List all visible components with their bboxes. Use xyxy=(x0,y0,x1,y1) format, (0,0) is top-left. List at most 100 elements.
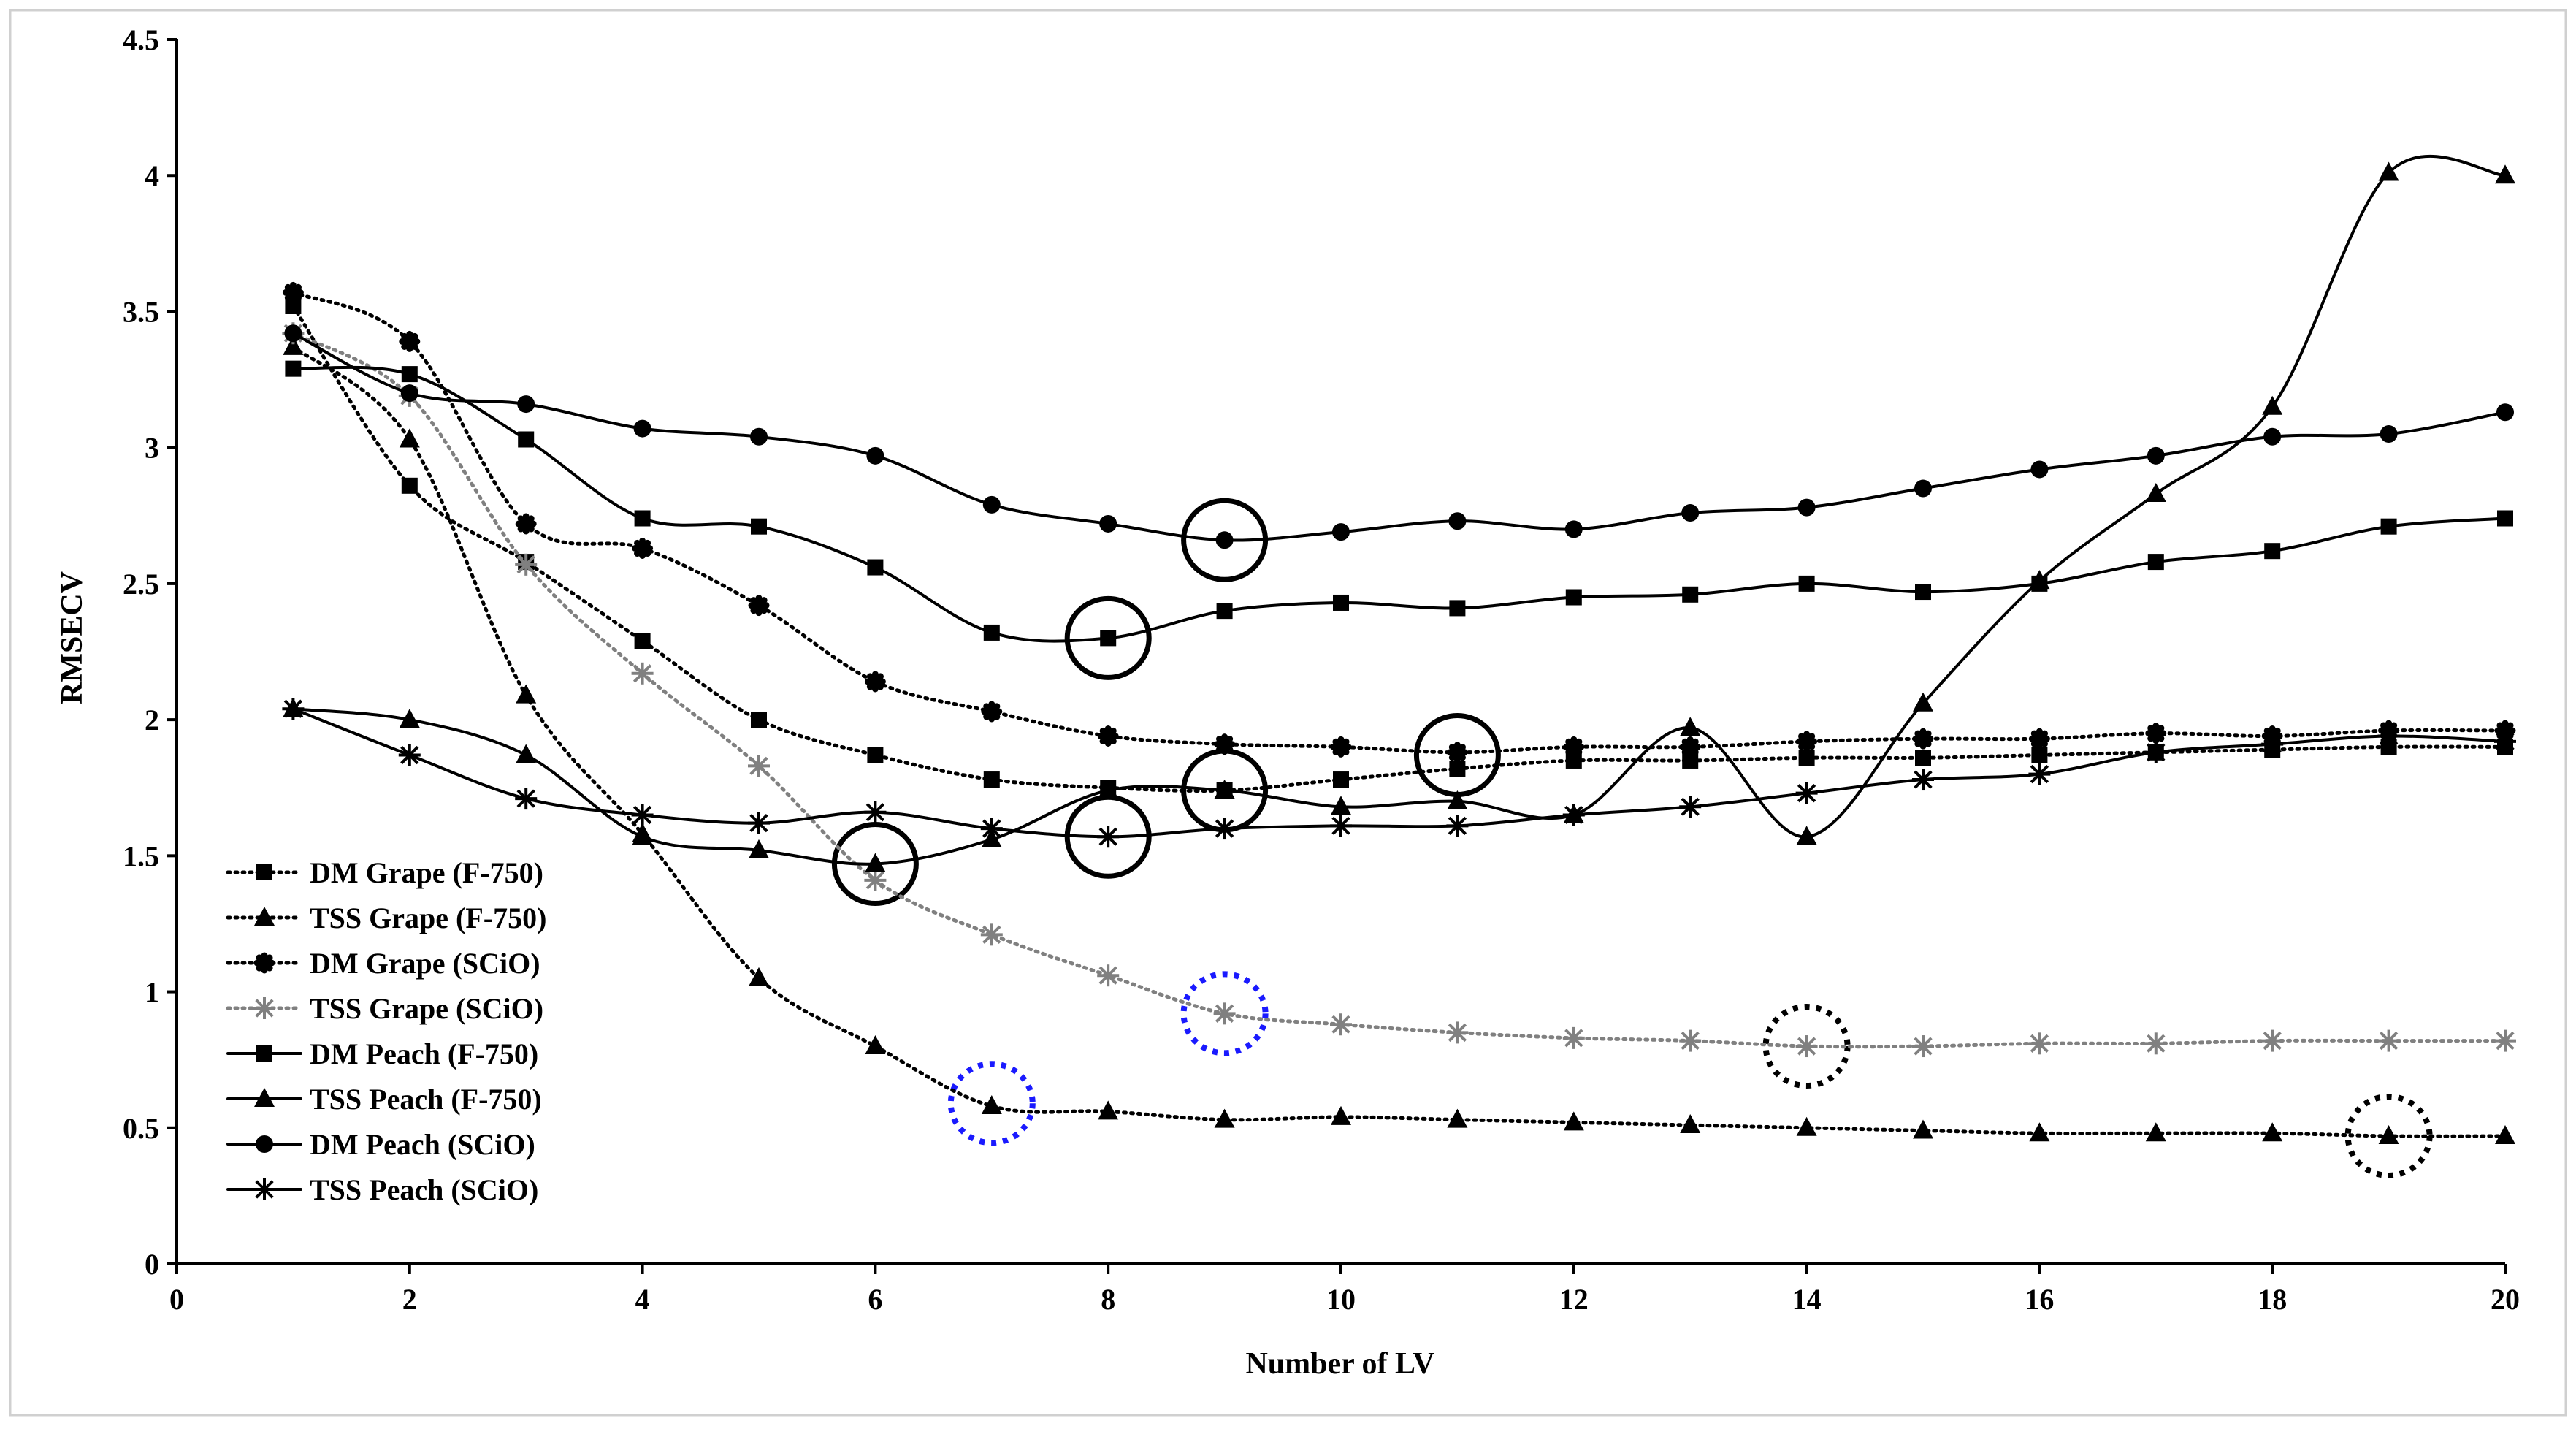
marker-shape xyxy=(261,952,268,959)
data-point xyxy=(1449,600,1466,617)
marker-shape xyxy=(401,343,408,350)
data-point xyxy=(285,360,302,377)
marker-shape xyxy=(1563,1111,1584,1131)
data-point xyxy=(1331,1105,1351,1125)
data-point xyxy=(1330,736,1352,758)
marker-shape xyxy=(2495,1124,2515,1144)
marker-shape xyxy=(516,744,537,763)
data-point xyxy=(1332,523,1350,541)
marker-shape xyxy=(1565,752,1582,769)
marker-shape xyxy=(1448,754,1456,761)
data-point xyxy=(748,595,770,617)
data-point xyxy=(1098,779,1119,799)
marker-shape xyxy=(517,515,524,522)
data-point xyxy=(1099,514,1117,533)
marker-shape xyxy=(2041,740,2048,747)
data-point xyxy=(2495,1124,2515,1144)
marker-shape xyxy=(1913,692,1933,712)
marker-shape xyxy=(981,1094,1002,1114)
marker-shape xyxy=(1337,736,1345,743)
marker-shape xyxy=(1681,1031,1700,1051)
marker-shape xyxy=(2036,742,2043,750)
marker-shape xyxy=(2262,395,2283,415)
marker-shape xyxy=(2496,732,2515,751)
marker-shape xyxy=(2031,747,2048,763)
data-point xyxy=(2378,1124,2399,1144)
data-point xyxy=(1798,750,1815,766)
y-tick-label: 3.5 xyxy=(123,295,159,328)
data-point xyxy=(1214,779,1235,799)
marker-shape xyxy=(1342,748,1350,755)
data-point xyxy=(515,513,537,535)
marker-shape xyxy=(527,515,535,522)
data-point xyxy=(1446,815,1469,837)
marker-shape xyxy=(644,539,651,546)
data-point xyxy=(2029,1122,2050,1142)
marker-shape xyxy=(1332,748,1339,755)
marker-shape xyxy=(982,925,1001,945)
marker-shape xyxy=(2147,1034,2166,1053)
marker-shape xyxy=(632,544,639,552)
marker-shape xyxy=(993,713,1001,720)
marker-shape xyxy=(982,495,1001,514)
marker-shape xyxy=(2029,570,2050,590)
marker-shape xyxy=(2030,1034,2049,1053)
legend-swatch-marker xyxy=(256,1135,273,1153)
marker-shape xyxy=(2145,482,2166,502)
marker-shape xyxy=(1216,736,1223,743)
data-point xyxy=(1097,964,1120,987)
marker-shape xyxy=(2378,1124,2399,1144)
marker-shape xyxy=(1570,750,1578,758)
marker-shape xyxy=(1798,733,1805,740)
data-point xyxy=(1796,826,1817,845)
marker-shape xyxy=(750,427,768,446)
data-point xyxy=(864,869,887,891)
marker-shape xyxy=(297,289,304,296)
data-point xyxy=(1912,769,1934,791)
series-2 xyxy=(283,335,2515,1144)
legend-swatch-marker xyxy=(254,1088,275,1107)
marker-shape xyxy=(1915,750,1931,766)
annotation-circle xyxy=(1762,1004,1851,1089)
data-point xyxy=(1913,692,1933,712)
legend-swatch-marker xyxy=(253,997,275,1019)
data-point xyxy=(751,712,767,728)
marker-shape xyxy=(1446,749,1453,756)
marker-shape xyxy=(2496,1031,2515,1051)
marker-shape xyxy=(294,294,302,301)
marker-shape xyxy=(268,959,275,967)
marker-shape xyxy=(1796,826,1817,845)
marker-shape xyxy=(634,510,651,527)
annotation-circle xyxy=(1064,595,1152,680)
series-layer xyxy=(282,154,2516,1144)
marker-shape xyxy=(983,713,990,720)
data-point xyxy=(515,788,538,810)
marker-shape xyxy=(1692,738,1699,745)
marker-shape xyxy=(515,520,522,527)
marker-shape xyxy=(865,1035,886,1055)
marker-shape xyxy=(1915,584,1931,601)
data-point xyxy=(2262,395,2283,415)
marker-shape xyxy=(1099,727,1107,734)
marker-shape xyxy=(1221,733,1228,741)
marker-shape xyxy=(1914,770,1933,789)
marker-shape xyxy=(2497,510,2513,527)
marker-shape xyxy=(2043,735,2050,742)
marker-shape xyxy=(1681,797,1700,816)
marker-shape xyxy=(1226,736,1234,743)
data-point xyxy=(1679,736,1701,758)
marker-shape xyxy=(2029,1122,2050,1142)
data-point xyxy=(864,801,887,823)
marker-shape xyxy=(406,330,413,338)
data-point xyxy=(2147,554,2164,571)
data-point xyxy=(1682,586,1699,603)
x-tick-label: 4 xyxy=(635,1283,650,1316)
data-point xyxy=(282,281,304,303)
marker-shape xyxy=(2495,164,2515,184)
data-point xyxy=(981,1094,1002,1114)
marker-shape xyxy=(1098,827,1117,846)
data-point xyxy=(2494,730,2516,752)
data-point xyxy=(1330,815,1352,837)
marker-shape xyxy=(1803,731,1811,738)
